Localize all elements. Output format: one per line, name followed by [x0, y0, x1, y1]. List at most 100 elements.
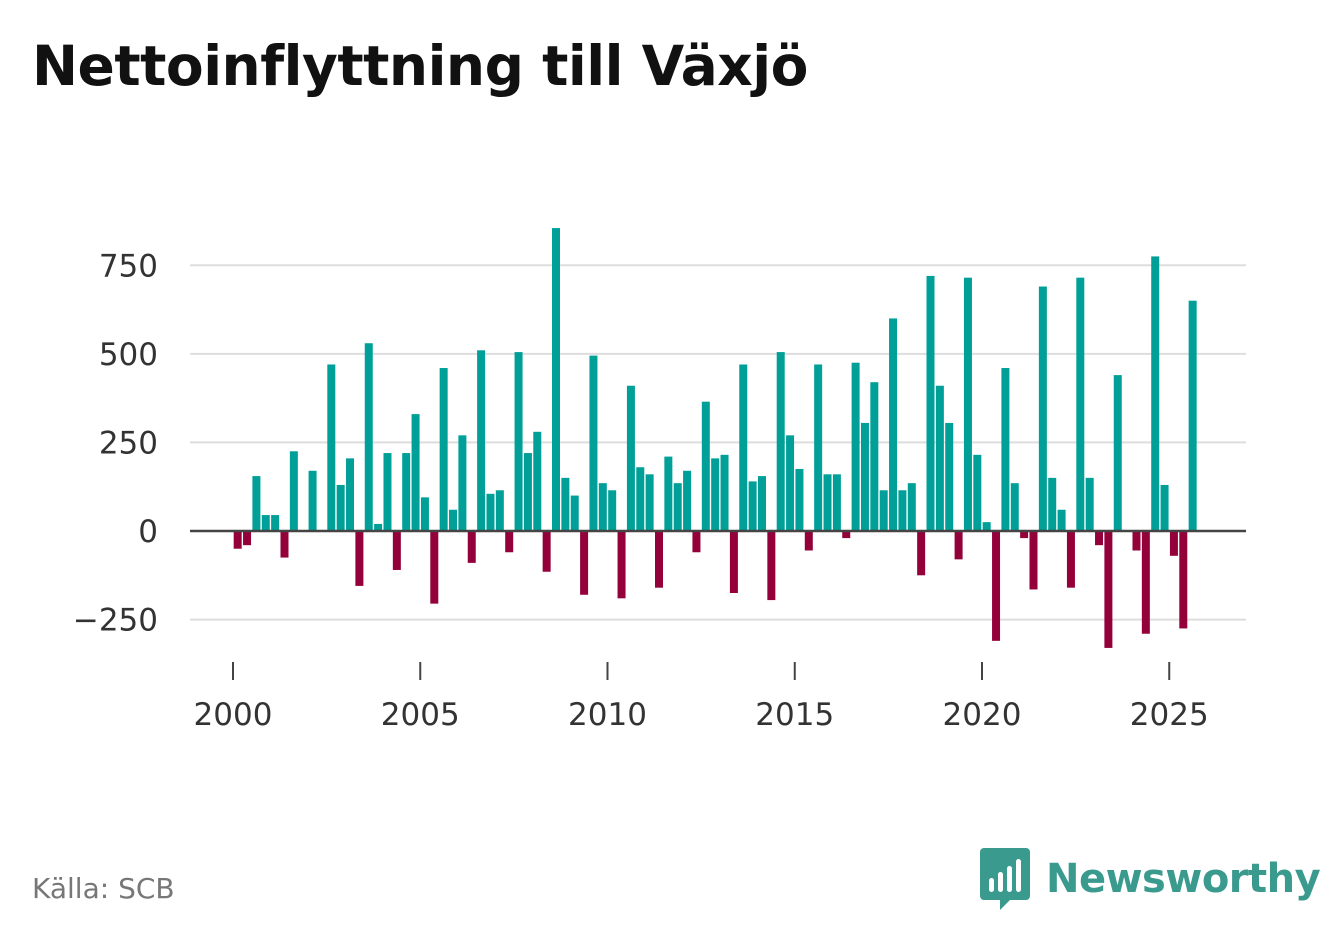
bar [692, 531, 701, 553]
bar [711, 458, 720, 531]
bar [973, 454, 982, 531]
bar [280, 531, 289, 558]
bar [402, 453, 411, 531]
bar [1076, 277, 1085, 531]
bar [701, 401, 710, 531]
y-tick-label: −250 [73, 603, 158, 639]
bar [570, 495, 579, 531]
bar [346, 458, 355, 531]
bar [636, 467, 645, 531]
bar [870, 382, 879, 531]
bar [1160, 484, 1169, 531]
bar [1057, 509, 1066, 531]
bar [1151, 256, 1160, 531]
x-tick-label: 2015 [755, 697, 834, 733]
x-axis: 2000 2005 2010 2015 2020 2025 [194, 662, 1209, 733]
bar [552, 228, 561, 532]
source-note: Källa: SCB [32, 872, 175, 905]
bar [580, 531, 589, 595]
bar [1085, 477, 1094, 531]
bar [673, 483, 682, 531]
bar [1020, 531, 1029, 539]
bar [392, 531, 401, 570]
bar [617, 531, 626, 599]
bar [1048, 477, 1057, 531]
bar [589, 355, 598, 531]
bar [1113, 375, 1122, 531]
bar [608, 490, 617, 531]
bar [271, 515, 280, 531]
bar [935, 385, 944, 531]
bar [776, 352, 785, 531]
bar [1169, 531, 1178, 556]
bar [449, 509, 458, 531]
bar [523, 453, 532, 531]
bar [458, 435, 467, 531]
bar [832, 474, 841, 531]
bar [879, 490, 888, 531]
bar [439, 368, 448, 531]
bar [664, 456, 673, 531]
y-axis-labels: −250 0 250 500 750 [73, 248, 158, 638]
bar [907, 483, 916, 531]
y-tick-label: 0 [138, 514, 158, 550]
bar [486, 493, 495, 531]
bar [430, 531, 439, 604]
bar [963, 277, 972, 531]
bar [1132, 531, 1141, 551]
bar [542, 531, 551, 572]
bar [1104, 531, 1113, 648]
bar [683, 470, 692, 531]
chart-title: Nettoinflyttning till Växjö [32, 34, 808, 98]
bar [1179, 531, 1188, 629]
bar [748, 481, 757, 531]
bar [720, 454, 729, 531]
bar [1141, 531, 1150, 634]
y-tick-label: 750 [99, 248, 158, 284]
bar [804, 531, 813, 551]
bar [1001, 368, 1010, 531]
bar [945, 422, 954, 531]
bar [767, 531, 776, 601]
bar [729, 531, 738, 594]
bar [355, 531, 364, 586]
y-tick-label: 500 [99, 337, 158, 373]
bar [1066, 531, 1075, 588]
bar [495, 490, 504, 531]
bar [739, 364, 748, 531]
bar [1188, 300, 1197, 531]
x-tick-label: 2025 [1130, 697, 1209, 733]
bar [561, 477, 570, 531]
brand-name: Newsworthy [1046, 856, 1321, 902]
bars [233, 228, 1197, 648]
bar [842, 531, 851, 539]
bar [252, 476, 261, 531]
bar [795, 468, 804, 531]
gridlines [190, 264, 1246, 621]
bar [1095, 531, 1104, 546]
bar [289, 451, 298, 531]
bar [823, 474, 832, 531]
bar [626, 385, 635, 531]
y-tick-label: 250 [99, 425, 158, 461]
x-tick-label: 2000 [194, 697, 273, 733]
bar [514, 352, 523, 531]
bar [420, 497, 429, 531]
bar [533, 431, 542, 531]
bar [992, 531, 1001, 641]
bar [954, 531, 963, 560]
bar [243, 531, 252, 546]
bar [467, 531, 476, 563]
brand-logo: Newsworthy [980, 848, 1321, 910]
bar [505, 531, 514, 553]
bar [374, 523, 383, 531]
bar [598, 483, 607, 531]
x-tick-label: 2020 [943, 697, 1022, 733]
bar [383, 453, 392, 531]
x-tick-label: 2005 [381, 697, 460, 733]
x-tick-label: 2010 [568, 697, 647, 733]
bar [477, 350, 486, 531]
bar [926, 275, 935, 531]
bar [851, 362, 860, 531]
